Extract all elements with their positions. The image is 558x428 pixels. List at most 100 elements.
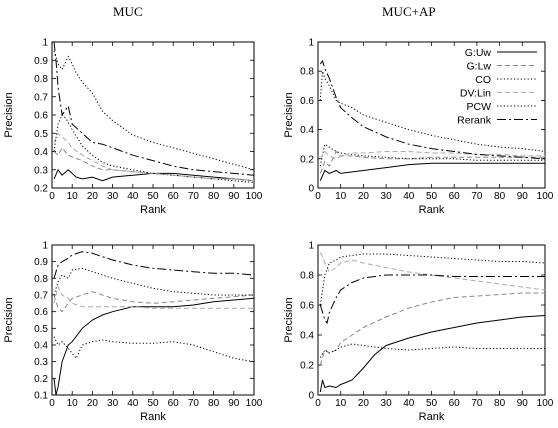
y-tick-label: 1: [42, 38, 48, 49]
x-axis-label: Rank: [419, 411, 445, 423]
plot-frame: [51, 244, 255, 396]
x-axis-label: Rank: [140, 411, 166, 423]
series-line-rerank: [53, 251, 255, 279]
x-tick-label: 20: [358, 191, 370, 202]
y-tick-label: 0.7: [34, 291, 48, 302]
x-tick-label: 90: [517, 191, 529, 202]
legend-label: G:Lw: [466, 61, 491, 73]
x-tick-label: 40: [127, 398, 139, 409]
series-line-co: [53, 336, 255, 363]
plot-frame: [317, 244, 546, 396]
x-tick-label: 30: [107, 398, 119, 409]
x-tick-label: 60: [168, 398, 180, 409]
chart-panel-1: 0 10 20 30 40 50 60 70 80 90 100 0.2 0.3 0.4 0.5 0.6 0.7…: [3, 38, 263, 217]
x-tick-label: 80: [494, 398, 506, 409]
legend-label: PCW: [467, 101, 492, 113]
series-line-dv-lin: [53, 132, 255, 182]
legend-label: Rerank: [457, 115, 492, 127]
legend-label: G:Uw: [465, 47, 492, 59]
series-line-g-uw: [319, 162, 545, 181]
x-tick-label: 0: [49, 398, 55, 409]
y-tick-label: 0.8: [34, 74, 48, 85]
x-tick-label: 10: [67, 191, 79, 202]
x-tick-label: 50: [426, 398, 438, 409]
x-tick-label: 80: [208, 191, 220, 202]
y-tick-label: 0.4: [300, 125, 314, 136]
x-tick-label: 90: [517, 398, 529, 409]
x-tick-label: 50: [426, 191, 438, 202]
series-line-co: [53, 114, 255, 183]
series-line-g-lw: [319, 150, 545, 174]
series-line-co: [319, 343, 545, 358]
series-line-rerank: [319, 274, 545, 325]
y-tick-label: 0.9: [34, 257, 48, 268]
y-tick-label: 1: [42, 241, 48, 252]
right-column-title: MUC+AP: [382, 4, 436, 19]
x-tick-label: 10: [335, 191, 347, 202]
y-tick-label: 0.4: [34, 147, 48, 158]
x-tick-label: 60: [449, 191, 461, 202]
x-tick-label: 50: [147, 191, 159, 202]
plot-frame: [317, 41, 546, 189]
x-tick-label: 20: [87, 191, 99, 202]
y-tick-label: 0.8: [34, 274, 48, 285]
x-tick-label: 40: [403, 398, 415, 409]
y-tick-label: 0.5: [34, 129, 48, 140]
series-line-g-uw: [319, 315, 546, 393]
x-tick-label: 100: [246, 191, 263, 202]
x-tick-label: 30: [381, 398, 393, 409]
y-tick-label: 0.6: [34, 307, 48, 318]
chart-panel-2: 0 10 20 30 40 50 60 70 80 90 100 0 0.2 0.4 0.6 0.8 1 Rank…: [283, 38, 554, 217]
series-line-g-lw: [53, 146, 255, 182]
y-tick-label: 0.8: [300, 67, 314, 78]
y-tick-label: 0.2: [300, 154, 314, 165]
series-line-rerank: [319, 59, 546, 160]
x-tick-label: 70: [471, 191, 483, 202]
y-tick-label: 0.2: [34, 374, 48, 385]
plot-frame: [51, 41, 255, 189]
series-line-g-lw: [53, 291, 255, 313]
series-line-dv-lin: [53, 285, 254, 309]
x-tick-label: 100: [246, 398, 263, 409]
y-axis-label: Precision: [3, 297, 15, 342]
x-axis-label: Rank: [419, 204, 445, 216]
y-tick-label: 0.6: [34, 111, 48, 122]
x-tick-label: 70: [188, 191, 200, 202]
chart-panel-3: 0 10 20 30 40 50 60 70 80 90 100 0.1 0.2 0.3 0.4 0.5 0.6…: [3, 241, 263, 424]
x-tick-label: 50: [147, 398, 159, 409]
y-tick-label: 0.6: [300, 301, 314, 312]
x-tick-label: 80: [494, 191, 506, 202]
y-tick-label: 0.6: [300, 96, 314, 107]
y-tick-label: 0.4: [300, 331, 314, 342]
chart-panel-4: 0 10 20 30 40 50 60 70 80 90 100 0 0.2 0.4 0.6 0.8 1 Rank…: [283, 241, 554, 424]
series-line-pcw: [319, 253, 546, 306]
left-column-title: MUC: [113, 4, 143, 19]
y-tick-label: 1: [308, 38, 314, 49]
series-line-g-uw: [53, 168, 255, 182]
x-tick-label: 60: [449, 398, 461, 409]
x-tick-label: 20: [87, 398, 99, 409]
y-tick-label: 0.1: [34, 391, 48, 402]
y-tick-label: 0: [308, 391, 314, 402]
x-tick-label: 10: [335, 398, 347, 409]
x-tick-label: 0: [49, 191, 55, 202]
y-axis-label: Precision: [3, 92, 15, 137]
series-line-g-lw: [319, 292, 545, 366]
y-tick-label: 0.2: [300, 361, 314, 372]
series-line-dv-lin: [319, 150, 545, 160]
x-tick-label: 70: [471, 398, 483, 409]
series-line-pcw: [53, 267, 254, 296]
x-axis-label: Rank: [140, 204, 166, 216]
series-line-pcw: [53, 50, 255, 171]
legend-label: DV:Lin: [460, 88, 491, 100]
series-line-pcw: [319, 71, 546, 152]
x-tick-label: 100: [537, 398, 554, 409]
legend-label: CO: [475, 74, 491, 86]
x-tick-label: 40: [403, 191, 415, 202]
x-tick-label: 0: [315, 191, 321, 202]
x-tick-label: 60: [168, 191, 180, 202]
y-tick-label: 0.7: [34, 92, 48, 103]
x-tick-label: 70: [188, 398, 200, 409]
y-tick-label: 0.4: [34, 341, 48, 352]
